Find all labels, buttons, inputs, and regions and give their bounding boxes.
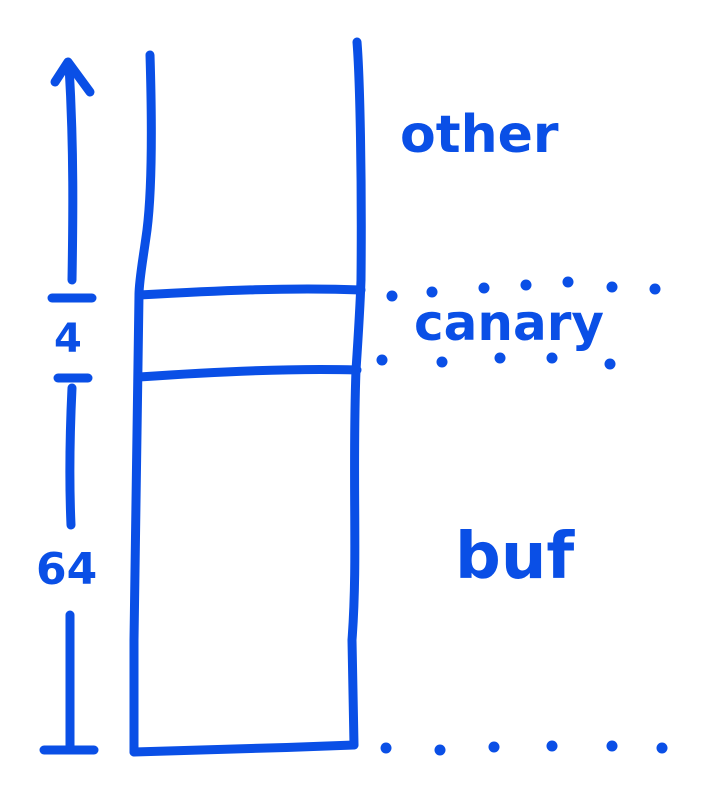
buf-bottom-dot (488, 741, 500, 753)
buf-bottom-dot (606, 740, 618, 752)
canary-bottom-dot (546, 352, 558, 364)
buf-bottom-dot (380, 742, 392, 754)
buf-bottom-dot (546, 740, 558, 752)
canary-top-dot (478, 282, 490, 294)
canary-size-label: 4 (54, 316, 82, 362)
canary-bottom-boundary (134, 364, 362, 382)
canary-bottom-dot (604, 358, 616, 370)
stack-left-wall (129, 50, 156, 757)
canary-top-boundary (134, 284, 366, 300)
dotted-guides (376, 276, 668, 756)
other-label: other (400, 105, 559, 165)
canary-top-dot (520, 279, 532, 291)
canary-top-dot (649, 283, 661, 295)
up-arrow-head (50, 57, 95, 97)
canary-label: canary (414, 294, 604, 352)
canary-bottom-dot (494, 352, 506, 364)
canary-top-dot (562, 276, 574, 288)
stack-bottom-edge (129, 740, 359, 757)
up-arrow-icon (64, 60, 78, 285)
canary-top-dot (606, 281, 618, 293)
buf-label: buf (455, 520, 575, 594)
buf-dimension-line-upper (65, 383, 77, 530)
canary-top-dot (386, 290, 398, 302)
stack-right-wall (347, 37, 366, 750)
canary-bottom-dot (436, 356, 448, 368)
canary-bottom-dot (376, 354, 388, 366)
buf-bottom-dot (656, 742, 668, 754)
buf-bottom-dot (434, 744, 446, 756)
buf-size-label: 64 (36, 544, 97, 595)
canary-top-dot (426, 286, 438, 298)
